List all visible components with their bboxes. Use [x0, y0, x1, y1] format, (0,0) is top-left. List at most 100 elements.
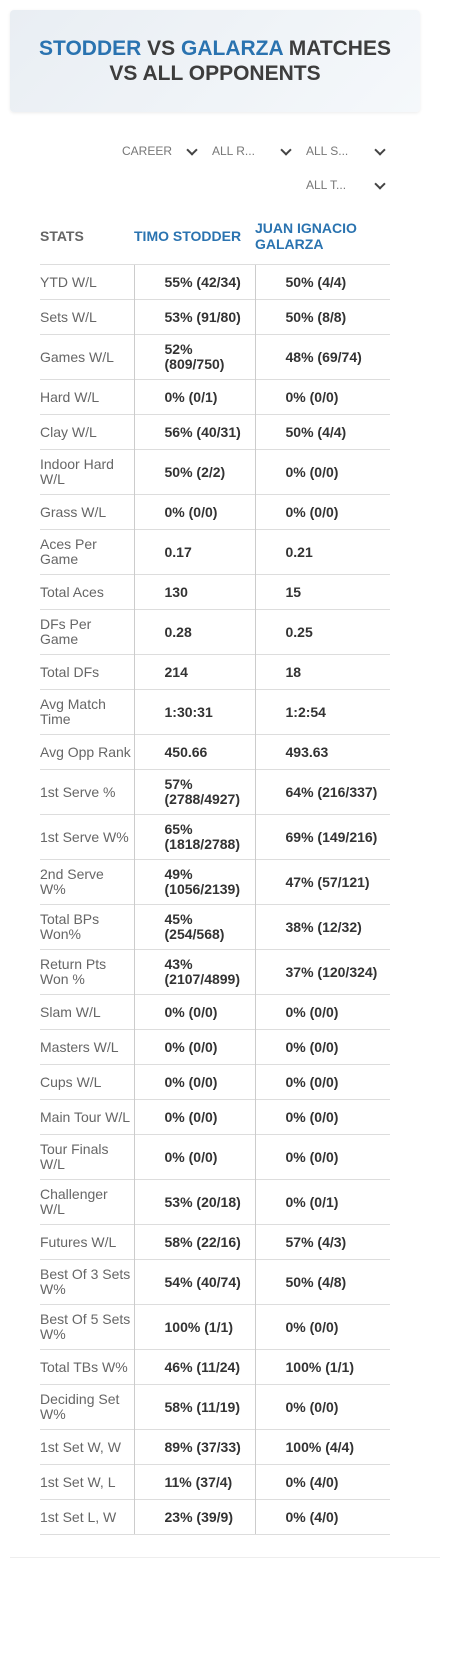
stat-row: Aces Per Game 0.17 0.21: [40, 529, 390, 575]
stat-row: Sets W/L 53% (91/80) 50% (8/8): [40, 299, 390, 335]
stat-value: 50% (2/2): [133, 449, 255, 495]
header-row: STATS TIMO STODDER JUAN IGNACIO GALARZA: [40, 208, 390, 265]
stat-value: 58% (22/16): [133, 1224, 255, 1260]
stat-value: 57% (2788/4927): [133, 769, 255, 815]
stat-row: Challenger W/L 53% (20/18) 0% (0/1): [40, 1179, 390, 1225]
stat-value: 0% (0/0): [133, 1064, 255, 1100]
stat-value: 0% (4/0): [254, 1464, 390, 1500]
stat-row: Hard W/L 0% (0/1) 0% (0/0): [40, 379, 390, 415]
stat-value: 100% (4/4): [254, 1429, 390, 1465]
stat-label: 1st Serve W%: [40, 814, 134, 860]
stat-value: 50% (4/4): [254, 414, 390, 450]
stat-value: 0% (0/0): [254, 449, 390, 495]
stat-value: 0% (0/0): [133, 1099, 255, 1135]
stat-value: 53% (20/18): [133, 1179, 255, 1225]
stat-value: 0% (0/0): [133, 1029, 255, 1065]
filter-dropdown[interactable]: CAREER: [122, 141, 198, 161]
stat-row: Best Of 5 Sets W% 100% (1/1) 0% (0/0): [40, 1304, 390, 1350]
stat-value: 89% (37/33): [133, 1429, 255, 1465]
stat-value: 0.17: [133, 529, 255, 575]
stat-row: Cups W/L 0% (0/0) 0% (0/0): [40, 1064, 390, 1100]
stat-value: 46% (11/24): [133, 1349, 255, 1385]
stat-label: Avg Match Time: [40, 689, 134, 735]
stat-row: Grass W/L 0% (0/0) 0% (0/0): [40, 494, 390, 530]
stat-row: 1st Serve W% 65% (1818/2788) 69% (149/216): [40, 814, 390, 860]
stat-label: 1st Set L, W: [40, 1499, 134, 1535]
stat-value: 38% (12/32): [254, 904, 390, 950]
stat-label: 2nd Serve W%: [40, 859, 134, 905]
stat-value: 48% (69/74): [254, 334, 390, 380]
filter-dropdown[interactable]: ALL S...: [306, 141, 386, 161]
stat-row: Main Tour W/L 0% (0/0) 0% (0/0): [40, 1099, 390, 1135]
stat-value: 49% (1056/2139): [133, 859, 255, 905]
stat-row: 1st Set W, W 89% (37/33) 100% (4/4): [40, 1429, 390, 1465]
stat-value: 45% (254/568): [133, 904, 255, 950]
stat-value: 54% (40/74): [133, 1259, 255, 1305]
stat-value: 69% (149/216): [254, 814, 390, 860]
title-part: STODDER: [39, 37, 142, 60]
stat-value: 56% (40/31): [133, 414, 255, 450]
stat-value: 0% (0/0): [254, 1134, 390, 1180]
stat-value: 0.21: [254, 529, 390, 575]
stat-label: Total BPs Won%: [40, 904, 134, 950]
stat-value: 0% (4/0): [254, 1499, 390, 1535]
stat-label: Indoor Hard W/L: [40, 449, 134, 495]
filter-dropdown[interactable]: ALL R...: [212, 141, 292, 161]
stat-row: Total DFs 214 18: [40, 654, 390, 690]
stat-value: 43% (2107/4899): [133, 949, 255, 995]
stat-row: Tour Finals W/L 0% (0/0) 0% (0/0): [40, 1134, 390, 1180]
stat-label: Total DFs: [40, 654, 134, 690]
stat-value: 52% (809/750): [133, 334, 255, 380]
stat-value: 0% (0/1): [254, 1179, 390, 1225]
stat-value: 23% (39/9): [133, 1499, 255, 1535]
stat-row: Best Of 3 Sets W% 54% (40/74) 50% (4/8): [40, 1259, 390, 1305]
filter-dropdown[interactable]: ALL T...: [306, 175, 386, 195]
stat-value: 0% (0/0): [254, 494, 390, 530]
stat-value: 65% (1818/2788): [133, 814, 255, 860]
stat-row: 1st Set W, L 11% (37/4) 0% (4/0): [40, 1464, 390, 1500]
stat-value: 57% (4/3): [254, 1224, 390, 1260]
stat-value: 0% (0/0): [254, 994, 390, 1030]
stat-label: Challenger W/L: [40, 1179, 134, 1225]
stat-value: 1:2:54: [254, 689, 390, 735]
stat-label: DFs Per Game: [40, 609, 134, 655]
stat-label: 1st Serve %: [40, 769, 134, 815]
stat-label: Sets W/L: [40, 299, 134, 335]
stat-row: Total BPs Won% 45% (254/568) 38% (12/32): [40, 904, 390, 950]
stat-value: 58% (11/19): [133, 1384, 255, 1430]
stat-value: 0% (0/0): [254, 379, 390, 415]
stat-value: 0% (0/0): [133, 994, 255, 1030]
stat-label: Main Tour W/L: [40, 1099, 134, 1135]
stat-label: Tour Finals W/L: [40, 1134, 134, 1180]
stat-row: Games W/L 52% (809/750) 48% (69/74): [40, 334, 390, 380]
stat-value: 0% (0/0): [254, 1029, 390, 1065]
stat-row: Return Pts Won % 43% (2107/4899) 37% (120/…: [40, 949, 390, 995]
stat-row: Deciding Set W% 58% (11/19) 0% (0/0): [40, 1384, 390, 1430]
stat-value: 50% (4/8): [254, 1259, 390, 1305]
stat-value: 0% (0/0): [254, 1304, 390, 1350]
column-header: STATS: [40, 228, 84, 244]
stat-value: 50% (4/4): [254, 264, 390, 300]
stat-label: Slam W/L: [40, 994, 134, 1030]
stat-value: 1:30:31: [133, 689, 255, 735]
stat-label: Deciding Set W%: [40, 1384, 134, 1430]
stat-value: 0% (0/0): [254, 1384, 390, 1430]
stat-row: Total Aces 130 15: [40, 574, 390, 610]
stat-label: Clay W/L: [40, 414, 134, 450]
column-header: JUAN IGNACIO GALARZA: [255, 220, 357, 252]
stat-label: Total TBs W%: [40, 1349, 134, 1385]
stat-row: Clay W/L 56% (40/31) 50% (4/4): [40, 414, 390, 450]
stat-value: 100% (1/1): [133, 1304, 255, 1350]
stat-row: Total TBs W% 46% (11/24) 100% (1/1): [40, 1349, 390, 1385]
header: STODDER VS GALARZA MATCHES VS ALL OPPONE…: [10, 10, 420, 112]
stat-row: Indoor Hard W/L 50% (2/2) 0% (0/0): [40, 449, 390, 495]
stat-value: 15: [254, 574, 390, 610]
divider: [10, 1557, 440, 1558]
stat-label: Games W/L: [40, 334, 134, 380]
stat-label: Avg Opp Rank: [40, 734, 134, 770]
stat-label: Aces Per Game: [40, 529, 134, 575]
stat-value: 18: [254, 654, 390, 690]
stat-value: 0% (0/0): [133, 1134, 255, 1180]
title-part: GALARZA: [181, 37, 283, 60]
